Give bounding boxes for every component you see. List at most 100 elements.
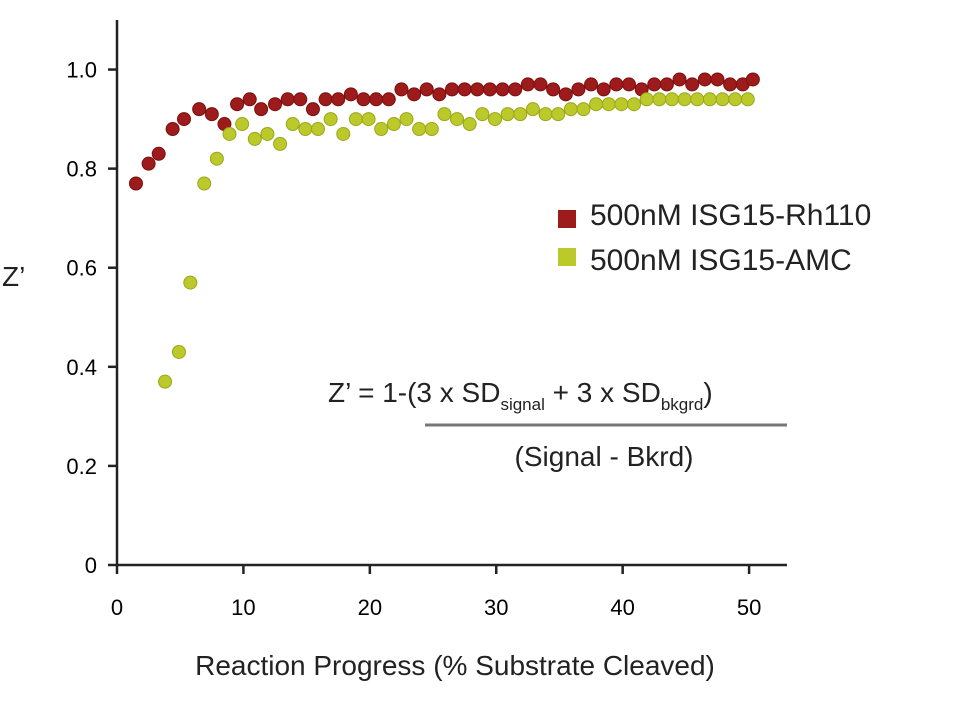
- data-point-rh110: [584, 77, 599, 92]
- data-point-rh110: [697, 72, 712, 87]
- data-point-amc: [690, 92, 705, 107]
- data-point-rh110: [407, 87, 422, 102]
- legend-label-rh110: 500nM ISG15-Rh110: [590, 199, 871, 232]
- data-point-rh110: [546, 82, 561, 97]
- data-point-amc: [450, 112, 465, 127]
- x-tick-label: 30: [484, 595, 508, 620]
- data-point-amc: [576, 102, 591, 117]
- data-point-rh110: [558, 87, 573, 102]
- x-tick-label: 20: [358, 595, 382, 620]
- x-tick-label: 0: [111, 595, 123, 620]
- data-point-amc: [500, 107, 515, 122]
- data-point-rh110: [369, 92, 384, 107]
- data-point-amc: [260, 126, 275, 141]
- data-point-rh110: [672, 72, 687, 87]
- x-ticks: 0 10 20 30 40 50: [111, 565, 761, 620]
- data-point-rh110: [356, 92, 371, 107]
- data-point-amc: [412, 122, 427, 136]
- x-tick-label: 40: [610, 595, 634, 620]
- data-point-rh110: [520, 77, 535, 92]
- data-point-rh110: [445, 82, 459, 97]
- data-point-amc: [197, 176, 212, 191]
- data-point-amc: [513, 107, 528, 122]
- data-point-amc: [311, 122, 325, 136]
- data-point-rh110: [394, 82, 409, 97]
- legend-swatch-rh110: [558, 210, 576, 228]
- data-point-amc: [247, 131, 262, 146]
- data-point-rh110: [141, 156, 156, 171]
- data-point-amc: [273, 136, 288, 151]
- data-point-rh110: [128, 176, 143, 191]
- data-point-amc: [158, 374, 173, 389]
- data-point-rh110: [204, 107, 219, 122]
- data-point-amc: [589, 97, 604, 112]
- formula-numerator: Z’ = 1-(3 x SDsignal + 3 x SDbkgrd): [328, 377, 713, 414]
- data-point-amc: [374, 122, 389, 136]
- data-point-amc: [298, 122, 313, 136]
- data-point-rh110: [495, 82, 510, 97]
- data-point-amc: [740, 92, 755, 107]
- data-points: [128, 72, 760, 389]
- data-point-amc: [525, 102, 540, 117]
- data-point-amc: [551, 107, 566, 122]
- data-point-rh110: [419, 82, 434, 97]
- data-point-amc: [462, 117, 477, 132]
- data-point-amc: [715, 92, 730, 107]
- data-point-rh110: [151, 146, 166, 161]
- data-point-amc: [386, 117, 401, 132]
- data-point-amc: [235, 117, 250, 132]
- y-tick-label: 1.0: [66, 58, 97, 83]
- x-tick-label: 10: [231, 595, 255, 620]
- axes: [115, 20, 787, 567]
- data-point-rh110: [230, 97, 245, 112]
- data-point-rh110: [318, 92, 333, 107]
- data-point-rh110: [533, 77, 548, 92]
- formula-denominator: (Signal - Bkrd): [515, 441, 694, 472]
- data-point-rh110: [192, 102, 207, 117]
- data-point-rh110: [685, 77, 700, 92]
- y-tick-label: 0.6: [66, 256, 97, 281]
- data-point-rh110: [343, 87, 358, 102]
- formula-annotation: Z’ = 1-(3 x SDsignal + 3 x SDbkgrd) (Sig…: [328, 377, 787, 472]
- data-point-rh110: [482, 82, 497, 97]
- data-point-rh110: [254, 102, 269, 117]
- data-point-rh110: [165, 122, 180, 136]
- y-tick-label: 0: [85, 553, 97, 578]
- data-point-rh110: [293, 92, 308, 107]
- data-point-amc: [361, 112, 376, 127]
- data-point-amc: [348, 112, 363, 127]
- data-point-rh110: [571, 82, 586, 97]
- data-point-rh110: [305, 102, 320, 117]
- data-point-rh110: [647, 77, 662, 92]
- data-point-amc: [183, 275, 198, 290]
- data-point-rh110: [242, 92, 257, 107]
- data-point-rh110: [432, 87, 447, 102]
- data-point-rh110: [710, 72, 725, 87]
- data-point-rh110: [177, 112, 191, 127]
- data-point-rh110: [470, 82, 485, 97]
- data-point-amc: [538, 107, 553, 122]
- data-point-amc: [639, 92, 654, 107]
- data-point-amc: [424, 122, 439, 136]
- data-point-rh110: [659, 77, 674, 92]
- data-point-rh110: [508, 82, 523, 97]
- legend-label-amc: 500nM ISG15-AMC: [590, 244, 852, 277]
- data-point-amc: [336, 126, 351, 141]
- data-point-rh110: [745, 72, 760, 87]
- data-point-rh110: [331, 92, 346, 107]
- data-point-rh110: [609, 77, 624, 92]
- data-point-amc: [475, 107, 490, 122]
- data-point-amc: [323, 112, 338, 127]
- y-tick-label: 0.4: [66, 355, 97, 380]
- data-point-rh110: [723, 77, 738, 92]
- data-point-amc: [728, 92, 743, 107]
- data-point-rh110: [381, 92, 396, 107]
- data-point-amc: [285, 117, 300, 132]
- legend-swatch-amc: [558, 248, 576, 266]
- data-point-amc: [652, 92, 667, 107]
- y-ticks: 0 0.2 0.4 0.6 0.8 1.0: [66, 58, 117, 578]
- data-point-amc: [171, 344, 186, 359]
- data-point-amc: [487, 112, 502, 127]
- data-point-amc: [677, 92, 692, 107]
- x-axis-title: Reaction Progress (% Substrate Cleaved): [195, 650, 715, 681]
